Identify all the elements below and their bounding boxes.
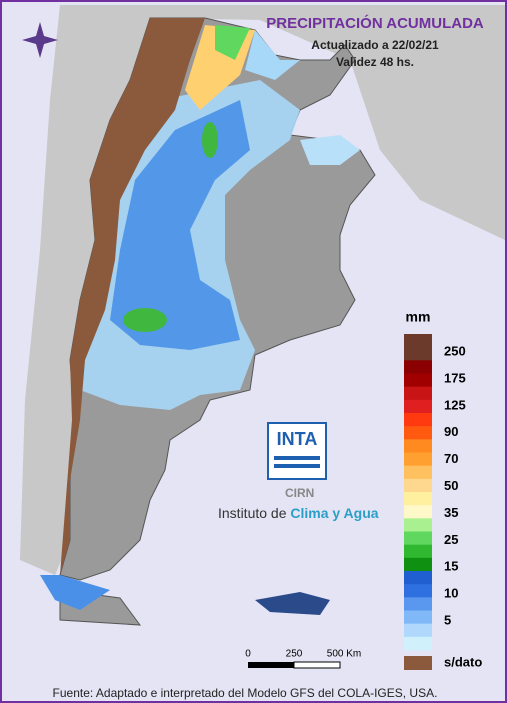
scale-bar (293, 661, 341, 669)
validity: Validez 48 hs. (336, 55, 414, 69)
no-data-label: s/dato (444, 654, 482, 669)
legend-swatch (404, 478, 432, 493)
rain-medium (110, 100, 250, 350)
title: PRECIPITACIÓN ACUMULADA (266, 14, 484, 32)
legend-swatch (404, 426, 432, 440)
legend-swatch (404, 557, 432, 572)
legend-swatch (404, 360, 432, 374)
legend-swatch (404, 584, 432, 598)
legend-swatch (404, 334, 432, 348)
legend-label: 125 (444, 397, 466, 412)
rain-medium (40, 575, 110, 610)
rain-light (245, 30, 300, 80)
legend-swatch (404, 399, 432, 414)
logo-institute: Instituto de Clima y Agua (218, 505, 379, 521)
updated: Actualizado a 22/02/21 (311, 38, 439, 52)
legend-label: 5 (444, 613, 451, 628)
legend: 250 175 125 90 70 50 35 25 15 10 5 (404, 334, 466, 651)
rain-green (215, 25, 250, 60)
legend-swatch (404, 347, 432, 361)
legend-swatch (404, 623, 432, 638)
legend-label: 50 (444, 478, 458, 493)
legend-label: 250 (444, 343, 466, 358)
legend-swatch (404, 636, 432, 651)
legend-unit: mm (406, 309, 431, 325)
legend-label: 70 (444, 451, 458, 466)
logo-stripe (274, 456, 320, 460)
no-data-area (60, 18, 205, 575)
neighbour-land (20, 5, 505, 575)
scale-label: 0 (245, 649, 251, 660)
logo-brand: INTA (277, 429, 318, 449)
legend-swatch (404, 373, 432, 388)
legend-swatch (404, 505, 432, 519)
legend-swatch (404, 544, 432, 559)
institute-prefix: Instituto de (218, 505, 290, 521)
source: Fuente: Adaptado e interpretado del Mode… (53, 686, 438, 700)
compass (22, 22, 58, 58)
legend-label: 15 (444, 559, 458, 574)
rain-green (123, 308, 167, 332)
logo-stripe (274, 464, 320, 468)
legend-label: 25 (444, 532, 458, 547)
legend-swatch (404, 597, 432, 611)
no-data-swatch (404, 656, 432, 670)
scale-bar (248, 662, 294, 668)
scale-label: 250 (286, 649, 303, 660)
scale-label: 500 Km (327, 649, 361, 660)
legend-swatch (404, 452, 432, 467)
legend-swatch (404, 610, 432, 625)
legend-swatch (404, 518, 432, 532)
legend-swatch (404, 465, 432, 480)
legend-swatch (404, 386, 432, 401)
legend-label: 90 (444, 424, 458, 439)
institute-name: Clima y Agua (290, 505, 378, 521)
malvinas (255, 592, 330, 615)
legend-swatch (404, 571, 432, 585)
legend-label: 10 (444, 586, 458, 601)
legend-swatch (404, 492, 432, 506)
rain-green (202, 122, 218, 158)
legend-label: 35 (444, 505, 458, 520)
legend-swatch (404, 439, 432, 453)
legend-label: 175 (444, 370, 466, 385)
logo-box (267, 422, 327, 480)
legend-swatch (404, 531, 432, 546)
legend-swatch (404, 413, 432, 427)
rain-light (300, 135, 360, 165)
logo-center: CIRN (285, 486, 314, 500)
